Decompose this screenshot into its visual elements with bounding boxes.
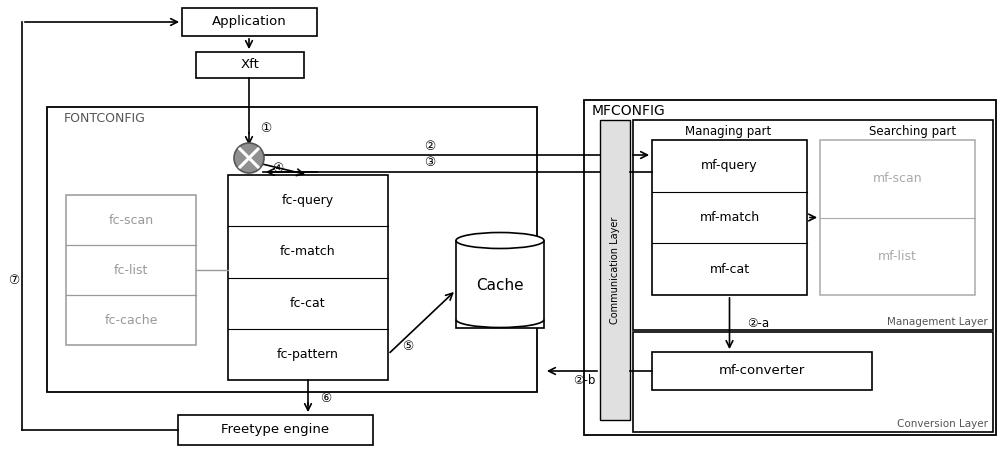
Bar	[196, 52, 304, 78]
Text: MFCONFIG: MFCONFIG	[592, 104, 665, 118]
Text: Xft: Xft	[241, 59, 259, 71]
Text: Management Layer: Management Layer	[887, 317, 988, 327]
Bar	[178, 415, 373, 445]
Bar	[652, 352, 872, 390]
Text: Searching part: Searching part	[870, 126, 957, 138]
Text: fc-cache: fc-cache	[104, 313, 157, 327]
Text: ⑤: ⑤	[402, 340, 413, 353]
Text: mf-query: mf-query	[702, 159, 758, 172]
Text: ①: ①	[260, 121, 271, 135]
Bar	[633, 120, 993, 330]
Text: ②-b: ②-b	[573, 374, 595, 388]
Text: Communication Layer: Communication Layer	[610, 216, 620, 324]
Ellipse shape	[234, 143, 264, 173]
Text: mf-cat: mf-cat	[710, 263, 750, 276]
Text: fc-scan: fc-scan	[109, 213, 153, 227]
Text: ⑦: ⑦	[8, 273, 19, 287]
Bar	[66, 195, 196, 345]
Text: fc-pattern: fc-pattern	[277, 348, 339, 361]
Bar	[652, 140, 807, 295]
Bar	[600, 120, 630, 420]
Text: fc-cat: fc-cat	[290, 297, 326, 309]
Text: FONTCONFIG: FONTCONFIG	[65, 111, 146, 125]
Text: fc-query: fc-query	[282, 194, 334, 207]
Text: Cache: Cache	[476, 278, 524, 293]
Bar	[47, 107, 537, 392]
Ellipse shape	[456, 233, 544, 248]
Text: fc-match: fc-match	[280, 245, 336, 258]
Text: Conversion Layer: Conversion Layer	[897, 419, 988, 429]
Text: Freetype engine: Freetype engine	[222, 424, 330, 436]
Text: fc-list: fc-list	[114, 263, 148, 277]
Bar	[182, 8, 317, 36]
Text: Managing part: Managing part	[684, 126, 771, 138]
Bar	[633, 332, 993, 432]
Text: mf-list: mf-list	[878, 250, 917, 263]
Text: mf-scan: mf-scan	[873, 172, 922, 185]
Text: ③: ③	[424, 157, 435, 170]
Text: ②-a: ②-a	[748, 317, 770, 330]
Text: ②: ②	[424, 140, 435, 152]
Bar	[820, 140, 975, 295]
Bar	[456, 241, 544, 328]
Bar	[584, 100, 996, 435]
Bar	[228, 175, 388, 380]
Text: ⑥: ⑥	[320, 391, 332, 404]
Text: mf-converter: mf-converter	[719, 364, 805, 378]
Text: mf-match: mf-match	[700, 211, 760, 224]
Text: Application: Application	[212, 15, 287, 29]
Text: ④: ④	[272, 162, 283, 175]
